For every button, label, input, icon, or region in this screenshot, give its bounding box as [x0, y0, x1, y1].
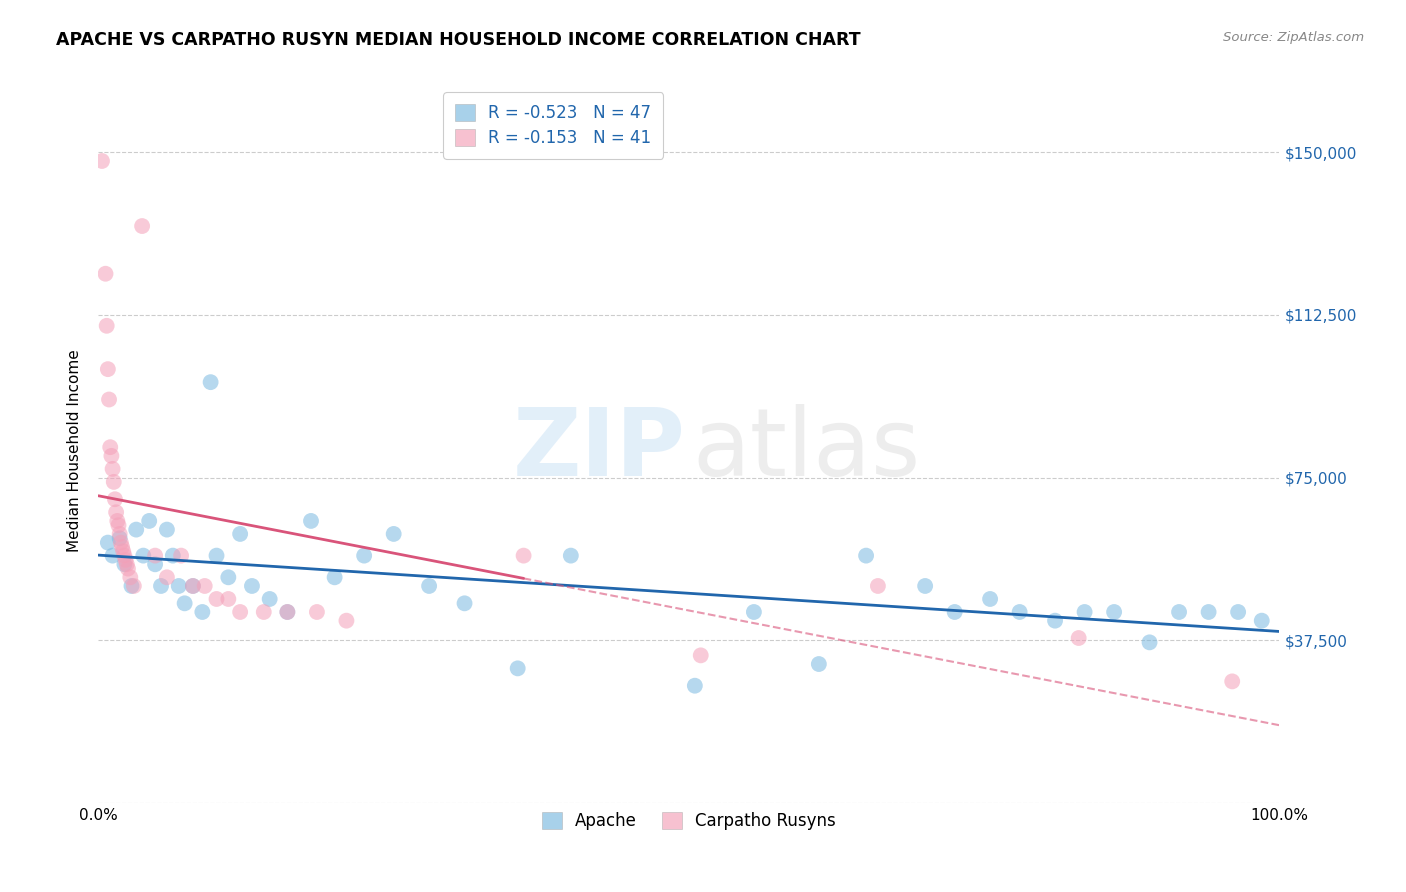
- Point: [253, 605, 276, 619]
- Point: [742, 605, 765, 619]
- Point: [807, 657, 830, 671]
- Point: [1198, 605, 1220, 619]
- Point: [104, 492, 127, 507]
- Point: [276, 605, 298, 619]
- Point: [217, 592, 239, 607]
- Point: [143, 549, 166, 563]
- Point: [979, 592, 1001, 607]
- Point: [156, 523, 179, 537]
- Point: [299, 514, 322, 528]
- Point: [1067, 631, 1090, 645]
- Point: [560, 549, 582, 563]
- Text: Source: ZipAtlas.com: Source: ZipAtlas.com: [1223, 31, 1364, 45]
- Point: [1102, 605, 1125, 619]
- Point: [143, 558, 166, 572]
- Point: [205, 549, 228, 563]
- Point: [205, 592, 228, 607]
- Point: [217, 570, 239, 584]
- Point: [200, 375, 222, 389]
- Point: [1008, 605, 1031, 619]
- Point: [97, 535, 120, 549]
- Point: [418, 579, 440, 593]
- Point: [1139, 635, 1161, 649]
- Point: [97, 362, 120, 376]
- Point: [382, 527, 405, 541]
- Point: [1043, 614, 1066, 628]
- Point: [1073, 605, 1095, 619]
- Point: [323, 570, 346, 584]
- Point: [125, 523, 148, 537]
- Point: [855, 549, 877, 563]
- Point: [156, 570, 179, 584]
- Point: [276, 605, 298, 619]
- Text: atlas: atlas: [693, 404, 921, 497]
- Point: [105, 514, 128, 528]
- Point: [108, 531, 131, 545]
- Point: [110, 535, 132, 549]
- Point: [1227, 605, 1250, 619]
- Point: [512, 549, 534, 563]
- Point: [506, 661, 529, 675]
- Point: [162, 549, 184, 563]
- Point: [170, 549, 193, 563]
- Point: [98, 392, 121, 407]
- Point: [943, 605, 966, 619]
- Point: [103, 475, 125, 489]
- Point: [150, 579, 173, 593]
- Text: APACHE VS CARPATHO RUSYN MEDIAN HOUSEHOLD INCOME CORRELATION CHART: APACHE VS CARPATHO RUSYN MEDIAN HOUSEHOL…: [56, 31, 860, 49]
- Point: [101, 549, 124, 563]
- Point: [167, 579, 190, 593]
- Point: [101, 462, 124, 476]
- Point: [114, 553, 136, 567]
- Point: [914, 579, 936, 593]
- Point: [96, 318, 118, 333]
- Point: [1168, 605, 1191, 619]
- Text: ZIP: ZIP: [513, 404, 685, 497]
- Point: [111, 540, 134, 554]
- Point: [132, 549, 155, 563]
- Point: [121, 579, 143, 593]
- Point: [194, 579, 217, 593]
- Point: [453, 596, 475, 610]
- Point: [98, 440, 121, 454]
- Point: [181, 579, 204, 593]
- Point: [1220, 674, 1243, 689]
- Point: [173, 596, 195, 610]
- Point: [305, 605, 328, 619]
- Point: [117, 561, 139, 575]
- Point: [181, 579, 204, 593]
- Point: [191, 605, 214, 619]
- Y-axis label: Median Household Income: Median Household Income: [67, 349, 83, 552]
- Point: [91, 153, 114, 168]
- Point: [94, 267, 117, 281]
- Point: [240, 579, 263, 593]
- Point: [683, 679, 706, 693]
- Point: [353, 549, 375, 563]
- Point: [112, 549, 135, 563]
- Point: [229, 605, 252, 619]
- Point: [120, 570, 142, 584]
- Legend: Apache, Carpatho Rusyns: Apache, Carpatho Rusyns: [536, 805, 842, 837]
- Point: [138, 514, 160, 528]
- Point: [107, 518, 129, 533]
- Point: [1250, 614, 1272, 628]
- Point: [122, 579, 145, 593]
- Point: [112, 558, 135, 572]
- Point: [131, 219, 153, 233]
- Point: [229, 527, 252, 541]
- Point: [866, 579, 889, 593]
- Point: [112, 544, 135, 558]
- Point: [335, 614, 357, 628]
- Point: [100, 449, 122, 463]
- Point: [259, 592, 281, 607]
- Point: [105, 505, 128, 519]
- Point: [115, 558, 138, 572]
- Point: [689, 648, 711, 663]
- Point: [108, 527, 131, 541]
